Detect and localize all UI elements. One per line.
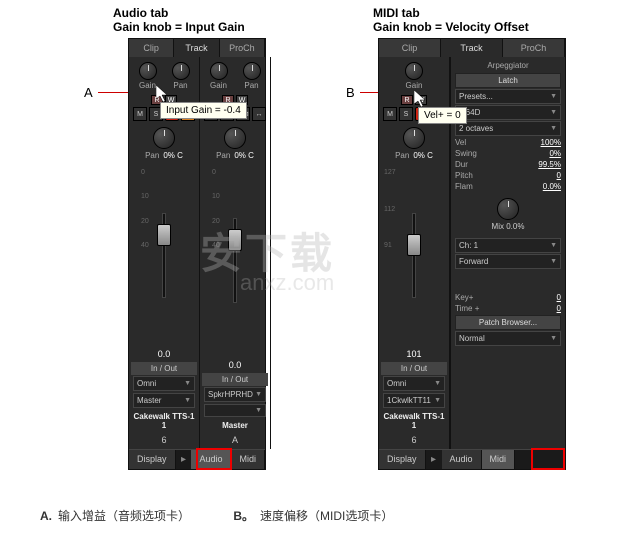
tab-proch[interactable]: ProCh	[220, 39, 265, 57]
audio-tab-header: Audio tab	[113, 6, 168, 20]
tab-arrow[interactable]: ▸	[176, 450, 192, 469]
midi-top-tabs: Clip Track ProCh	[379, 39, 565, 57]
display-tab[interactable]: Display	[129, 450, 176, 469]
strip-name: Cakewalk TTS-1 1	[131, 409, 197, 433]
midi-audio-tab-button[interactable]: Audio	[442, 450, 482, 469]
midi-gain-knob[interactable]	[405, 62, 423, 80]
flam-value[interactable]: 0.0%	[543, 182, 561, 191]
dur-value[interactable]: 99.5%	[538, 160, 561, 169]
midi-display-tab[interactable]: Display	[379, 450, 426, 469]
input-dropdown[interactable]: Omni▼	[133, 376, 195, 391]
gain-label: Gain	[139, 81, 156, 90]
midi-gain-header: Gain knob = Velocity Offset	[373, 20, 529, 34]
pan-value: 0% C	[163, 151, 183, 160]
audio-bottom-tabs: Display ▸ Audio Midi	[129, 449, 265, 469]
midi-tab-header: MIDI tab	[373, 6, 420, 20]
midi-volume-fader[interactable]	[412, 213, 416, 298]
octaves-dropdown[interactable]: 2 octaves▼	[455, 121, 561, 136]
midi-output-dropdown[interactable]: 1CkwlkTT11▼	[383, 393, 445, 408]
midi-midi-tab-button[interactable]: Midi	[482, 450, 516, 469]
mute-button[interactable]: M	[133, 107, 147, 121]
marker-b: B	[346, 85, 355, 100]
midi-read-button[interactable]: R	[401, 95, 413, 105]
normal-dropdown[interactable]: Normal▼	[455, 331, 561, 346]
pan-knob[interactable]	[153, 127, 175, 149]
pan-label: Pan	[145, 151, 159, 160]
midi-bottom-tabs: Display ▸ Audio Midi	[379, 449, 565, 469]
rate-dropdown[interactable]: 1/64D▼	[455, 105, 561, 120]
presets-dropdown[interactable]: Presets...▼	[455, 89, 561, 104]
fader-value: 0.0	[131, 346, 197, 362]
volume-fader-2[interactable]	[233, 218, 237, 303]
key-value[interactable]: 0	[557, 293, 561, 302]
midi-tooltip: Vel+ = 0	[418, 107, 467, 124]
tab-track[interactable]: Track	[174, 39, 219, 57]
pan-knob-top-2[interactable]	[243, 62, 261, 80]
strip-number: 6	[131, 433, 197, 447]
midi-tab-arrow[interactable]: ▸	[426, 450, 442, 469]
midi-tab-clip[interactable]: Clip	[379, 39, 441, 57]
footer-caption: A.输入增益（音频选项卡） B。速度偏移（MIDI选项卡）	[40, 507, 393, 524]
pan-top-label: Pan	[173, 81, 187, 90]
io-header: In / Out	[131, 362, 197, 375]
mix-knob[interactable]	[497, 198, 519, 220]
volume-fader[interactable]	[162, 213, 166, 298]
tab-clip[interactable]: Clip	[129, 39, 174, 57]
gain-knob[interactable]	[139, 62, 157, 80]
midi-solo-button[interactable]: S	[399, 107, 413, 121]
channel-dropdown[interactable]: Ch: 1▼	[455, 238, 561, 253]
arpeggiator-panel: Arpeggiator Latch Presets...▼ 1/64D▼ 2 o…	[450, 57, 565, 449]
pan-knob-2[interactable]	[224, 127, 246, 149]
output-dropdown[interactable]: Master▼	[133, 393, 195, 408]
cursor-icon-audio	[156, 85, 170, 103]
audio-tab-button[interactable]: Audio	[191, 450, 231, 469]
input-dropdown-2[interactable]: SpkrHPRHD▼	[204, 387, 266, 402]
output-dropdown-2[interactable]: ▼	[204, 404, 266, 417]
vel-value[interactable]: 100%	[541, 138, 561, 147]
marker-a: A	[84, 85, 93, 100]
audio-gain-header: Gain knob = Input Gain	[113, 20, 245, 34]
midi-mute-button[interactable]: M	[383, 107, 397, 121]
direction-dropdown[interactable]: Forward▼	[455, 254, 561, 269]
cursor-icon-midi	[414, 90, 428, 108]
patch-browser-button[interactable]: Patch Browser...	[455, 315, 561, 330]
arp-header: Arpeggiator	[453, 59, 563, 72]
audio-tooltip: Input Gain = -0.4	[160, 102, 247, 119]
link-button[interactable]: ↔	[252, 107, 266, 121]
swing-value[interactable]: 0%	[549, 149, 561, 158]
midi-panel: Clip Track ProCh Gain R W M S ● ))	[378, 38, 566, 470]
midi-input-dropdown[interactable]: Omni▼	[383, 376, 445, 391]
midi-tab-button[interactable]: Midi	[231, 450, 265, 469]
time-value[interactable]: 0	[557, 304, 561, 313]
pan-knob-top[interactable]	[172, 62, 190, 80]
latch-button[interactable]: Latch	[455, 73, 561, 88]
pitch-value[interactable]: 0	[557, 171, 561, 180]
gain-knob-2[interactable]	[210, 62, 228, 80]
midi-tab-track[interactable]: Track	[441, 39, 503, 57]
audio-top-tabs: Clip Track ProCh	[129, 39, 265, 57]
midi-tab-proch[interactable]: ProCh	[503, 39, 565, 57]
midi-pan-knob[interactable]	[403, 127, 425, 149]
